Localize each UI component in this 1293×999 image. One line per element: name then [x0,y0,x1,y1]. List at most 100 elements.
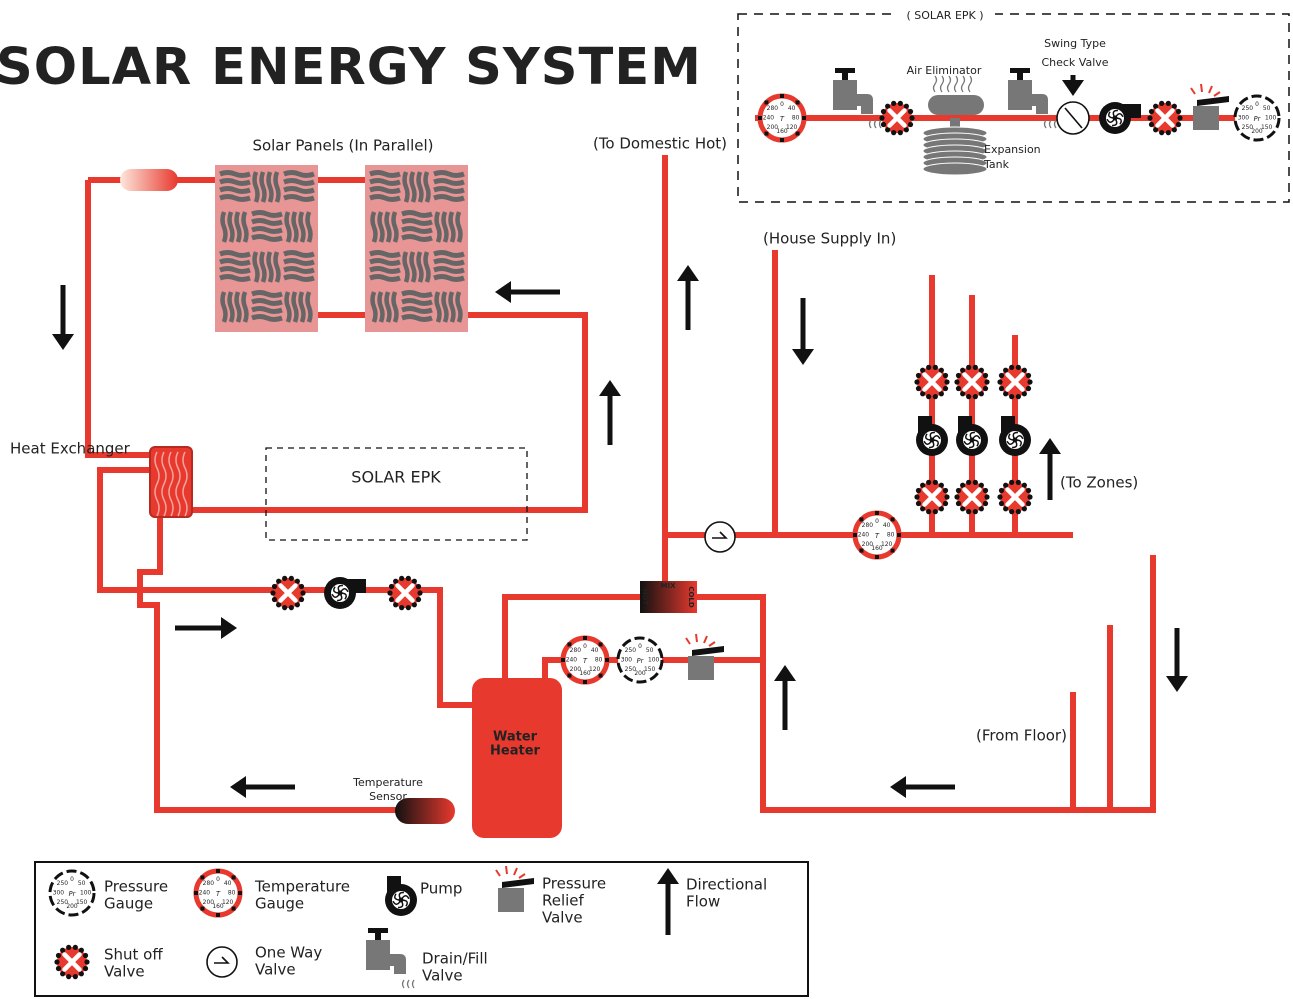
legend-label: Valve [255,961,296,979]
temperature-gauge: 04080120160200240280T [853,511,901,559]
shut-off-valve [954,480,989,514]
panel-cell [402,221,432,224]
gauge-scale: 100 [1265,115,1277,122]
arrow-head [221,617,237,639]
label: (House Supply In) [763,230,896,248]
valve-dot [1003,391,1008,396]
panel-cell [402,301,432,304]
panel-cell [220,261,250,264]
valve-dot [1027,379,1032,384]
panel-cell [370,277,400,280]
pump [999,416,1031,456]
panel-cell [402,213,432,216]
shut-off-valve [879,101,914,135]
valve-dot [944,494,949,499]
valve-dot [300,590,305,595]
valve-dot [295,579,300,584]
valve-dot [933,509,938,514]
valve-dot [54,959,59,964]
gauge-notch [238,891,242,895]
valve-dot [1016,509,1021,514]
panel-cell [269,172,272,202]
gauge-scale: 120 [589,666,601,673]
valve-dot [973,509,978,514]
gauge-notch [599,674,603,678]
panel-cell [284,269,314,272]
panel-cell [370,261,400,264]
valve-dot [282,605,287,610]
page: { "title": "SOLAR ENERGY SYSTEM", "label… [0,0,1293,999]
panel-cell [294,292,297,322]
pressure-relief-valve [1191,84,1229,130]
valve-dot [417,590,422,595]
legend-label: Pressure [542,875,606,893]
valve-dot [898,101,903,106]
gauge-notch [561,658,565,662]
gauge-scale: 240 [763,115,775,122]
panel-cell [444,292,447,322]
valve-dot [926,365,931,370]
gauge-scale: 80 [792,115,800,122]
panel-cell [220,253,250,256]
gauge-scale: 200 [66,903,78,910]
one-way-valve [207,947,237,977]
gauge-scale: 0 [216,876,220,883]
drain-drip [870,120,882,128]
gauge-scale: 50 [646,647,654,654]
valve-dot [939,368,944,373]
valve-dot [83,966,88,971]
valve-dot [979,506,984,511]
panel-cell [458,292,461,322]
valve-dot [943,501,948,506]
swing-check-valve [1057,102,1089,134]
valve-dot [879,115,884,120]
valve-dot [1153,127,1158,132]
valve-dot [908,109,913,114]
panel-cell [380,212,383,242]
temperature-gauge: 04080120160200240280T [561,636,609,684]
valve-dot [1016,365,1021,370]
relief-lever [692,646,724,656]
valve-dot [973,394,978,399]
valve-dot [299,597,304,602]
relief-body [1193,106,1219,130]
valve-dot [885,104,890,109]
valve-dot [956,373,961,378]
epk-label: Check Valve [1041,56,1108,69]
valve-dot [289,576,294,581]
gauge-scale: 150 [76,899,88,906]
valve-dot [79,971,84,976]
valve-dot [1009,394,1014,399]
arrow-head [890,776,906,798]
gauge-notch [567,642,571,646]
panel-cell [244,292,247,322]
valve-dot [999,373,1004,378]
panel-cell [223,292,226,322]
gauge-notch [583,680,587,684]
impeller-hub [1113,116,1118,121]
hot-label: HOT [641,589,649,606]
label: (From Floor) [976,727,1067,745]
panel-cell [394,212,397,242]
gauge-scale: 160 [871,545,883,552]
gauge-scale: 200 [203,899,215,906]
panel-cell [402,293,432,296]
legend-label: Gauge [255,895,304,913]
valve-dot [295,602,300,607]
panel-cell [284,181,314,184]
panel-cell [437,292,440,322]
panel-cell [284,189,314,192]
drain-stem [1017,72,1023,80]
valve-dot [1026,386,1031,391]
air-vent [962,76,965,92]
legend-label: Shut off [104,946,163,964]
gauge-notch [859,549,863,553]
valve-dot [1003,368,1008,373]
gauge-scale: 150 [1261,124,1273,131]
valve-dot [966,509,971,514]
panel-cell [434,269,464,272]
valve-dot [983,501,988,506]
legend: 050100150200250300250PrPressureGauge0408… [35,862,808,996]
epk-label: Swing Type [1044,37,1106,50]
mix-label: MIX [661,582,677,590]
